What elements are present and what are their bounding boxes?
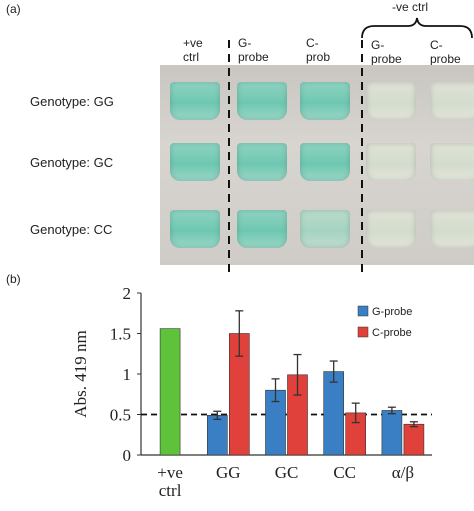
x-tick-label: ctrl — [159, 481, 182, 500]
series-bar — [207, 415, 228, 456]
column-heading: G-probe — [371, 38, 402, 66]
column-heading: C-prob — [306, 36, 330, 64]
y-tick-label: 2 — [123, 284, 132, 303]
y-tick-label: 1.5 — [110, 325, 131, 344]
x-tick-label: GG — [216, 463, 241, 482]
y-tick-label: 1 — [123, 365, 132, 384]
control-bar — [159, 328, 181, 456]
genotype-row-label: Genotype: GC — [30, 155, 114, 170]
legend-swatch — [357, 305, 369, 317]
panel-a-label: (a) — [6, 2, 21, 16]
test-tube — [237, 143, 287, 181]
test-tube — [170, 143, 220, 181]
column-heading: G-probe — [238, 36, 269, 64]
neg-ctrl-heading: -ve ctrl — [392, 0, 428, 14]
column-heading-line1: G- — [371, 38, 385, 52]
column-heading-line1: C- — [430, 38, 443, 52]
y-axis-label: Abs. 419 nm — [71, 330, 90, 417]
test-tube — [300, 82, 350, 120]
x-tick-label: CC — [333, 463, 356, 482]
test-tube — [366, 82, 416, 120]
genotype-row-label: Genotype: CC — [30, 222, 113, 237]
series-bar — [323, 371, 345, 456]
genotype-row-label: Genotype: GG — [30, 94, 114, 109]
series-bar — [403, 423, 425, 456]
neg-ctrl-bracket — [361, 17, 473, 39]
x-tick-label: +ve — [157, 463, 183, 482]
column-heading: C-probe — [430, 38, 461, 66]
column-heading-line2: probe — [371, 52, 402, 66]
column-heading-line2: ctrl — [183, 50, 199, 64]
y-tick-label: 0.5 — [110, 406, 131, 425]
column-heading-line1: C- — [306, 36, 319, 50]
legend-label: C-probe — [372, 327, 412, 339]
test-tube — [237, 82, 287, 120]
test-tube — [237, 210, 287, 248]
test-tube — [170, 210, 220, 248]
test-tube — [366, 210, 416, 248]
column-heading-line2: probe — [430, 52, 461, 66]
test-tube — [430, 82, 474, 120]
test-tube — [430, 210, 474, 248]
test-tube — [300, 143, 350, 181]
divider-lines — [228, 40, 363, 272]
legend-swatch — [357, 326, 369, 338]
legend-label: G-probe — [372, 306, 412, 318]
column-heading: +ve ctrl — [183, 36, 203, 64]
y-tick-label: 0 — [123, 446, 132, 465]
test-tube — [300, 210, 350, 248]
column-heading-line1: G- — [238, 36, 252, 50]
test-tube — [366, 143, 416, 181]
x-tick-label: GC — [275, 463, 299, 482]
column-heading-line2: prob — [306, 50, 331, 64]
test-tube — [430, 143, 474, 181]
test-tube — [170, 82, 220, 120]
column-heading-line2: probe — [238, 50, 269, 64]
x-tick-label: α/β — [392, 463, 414, 482]
column-heading-line1: +ve — [183, 36, 203, 50]
series-bar — [381, 410, 403, 456]
panel-b-label: (b) — [6, 272, 21, 286]
